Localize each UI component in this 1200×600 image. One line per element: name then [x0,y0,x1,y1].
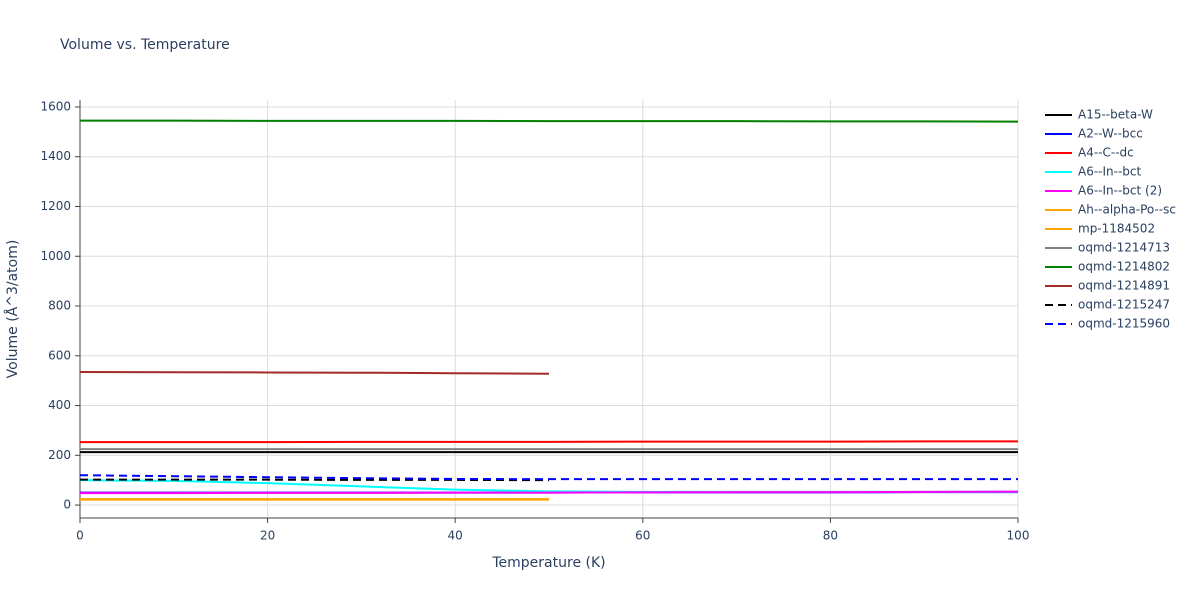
y-tick-label: 1400 [40,149,71,163]
y-tick-label: 400 [48,398,71,412]
y-tick-label: 1200 [40,199,71,213]
series-line [79,479,1018,493]
y-axis-title: Volume (Å^3/atom) [4,240,21,379]
legend-label: A4--C--dc [1078,146,1134,160]
legend-label: Ah--alpha-Po--sc [1078,203,1176,217]
x-tick-label: 0 [76,529,84,543]
x-tick-label: 40 [448,529,463,543]
x-tick-label: 20 [260,529,275,543]
chart-title: Volume vs. Temperature [60,37,230,53]
series-line [79,474,1018,481]
legend-label: A6--In--bct (2) [1078,184,1162,198]
legend-label: A6--In--bct [1078,165,1142,179]
x-tick-label: 100 [1007,529,1030,543]
y-tick-label: 1000 [40,249,71,263]
series-line [80,490,1019,495]
legend-label: oqmd-1214891 [1078,279,1170,293]
series-line [80,440,1018,444]
legend-label: oqmd-1214802 [1078,260,1170,274]
y-tick-label: 600 [48,348,71,362]
y-tick-label: 1600 [40,99,71,113]
y-tick-label: 200 [48,448,71,462]
series-line [80,119,1019,123]
legend-label: oqmd-1214713 [1078,241,1170,255]
x-axis-title: Temperature (K) [491,555,605,571]
legend-label: oqmd-1215960 [1078,317,1170,331]
legend-label: A2--W--bcc [1078,127,1143,141]
legend-label: oqmd-1215247 [1078,298,1170,312]
series-line [79,370,550,375]
y-tick-label: 0 [63,498,71,512]
x-tick-label: 60 [635,529,650,543]
y-tick-label: 800 [48,299,71,313]
x-tick-label: 80 [823,529,838,543]
legend-label: mp-1184502 [1078,222,1155,236]
legend-label: A15--beta-W [1078,108,1153,122]
